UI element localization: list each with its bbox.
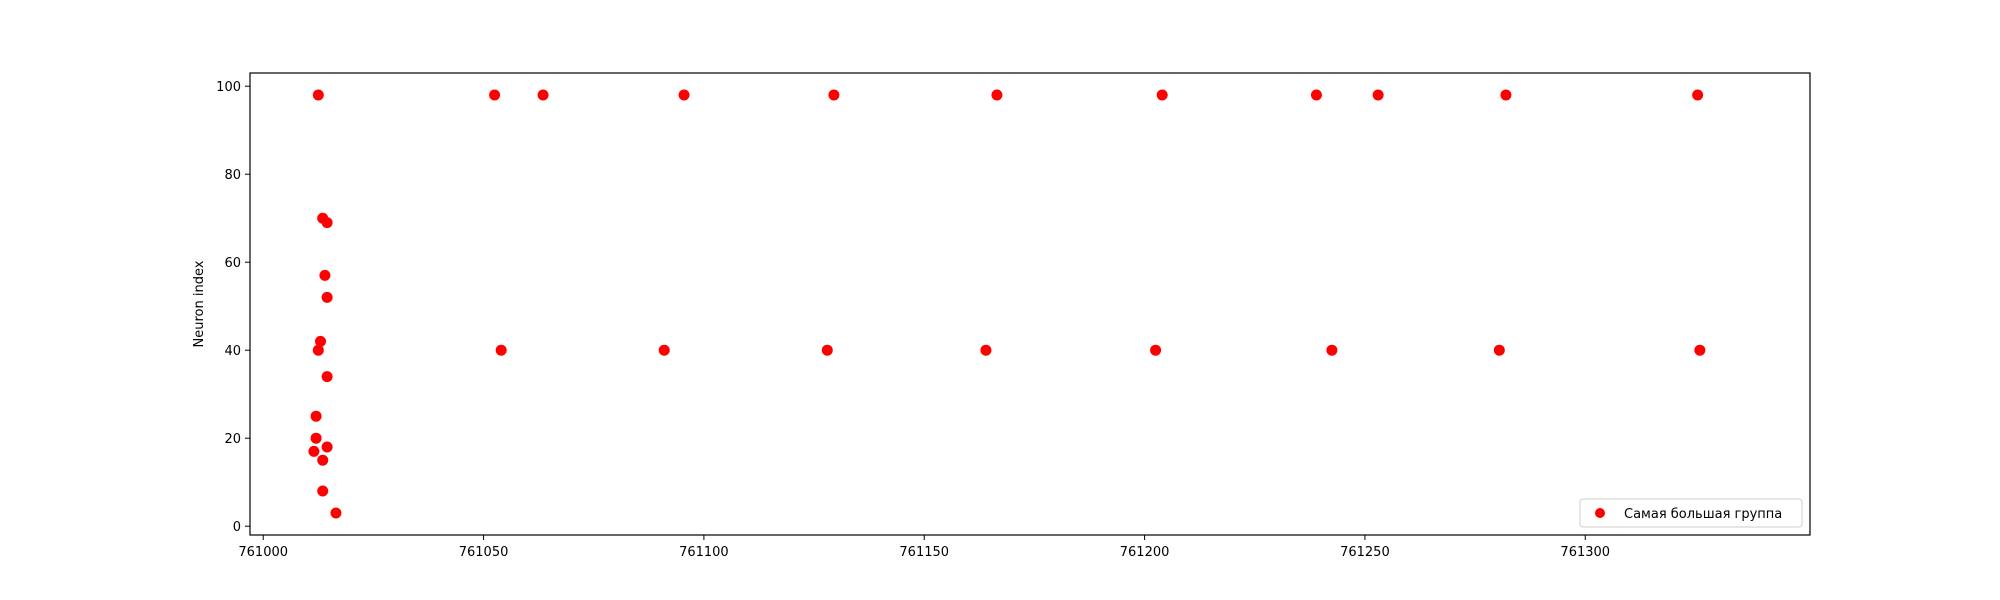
scatter-point	[312, 89, 324, 101]
scatter-point	[1156, 89, 1168, 101]
scatter-point	[1692, 89, 1704, 101]
legend-label: Самая большая группа	[1624, 507, 1782, 522]
scatter-point	[317, 454, 329, 466]
x-tick-label: 761150	[899, 545, 949, 560]
x-tick-label: 761250	[1340, 545, 1390, 560]
scatter-point	[330, 507, 342, 519]
scatter-point	[991, 89, 1003, 101]
legend: Самая большая группа	[1579, 498, 1803, 528]
y-axis-ticks: 0 20 40 60 80 100	[216, 80, 250, 535]
y-tick-label: 0	[233, 520, 241, 535]
y-tick-label: 20	[224, 432, 241, 447]
scatter-point	[658, 344, 670, 356]
scatter-point	[980, 344, 992, 356]
scatter-point	[321, 441, 333, 453]
scatter-point	[1310, 89, 1322, 101]
scatter-point	[828, 89, 840, 101]
scatter-point	[495, 344, 507, 356]
scatter-point	[321, 217, 333, 229]
x-tick-label: 761050	[459, 545, 509, 560]
scatter-point	[678, 89, 690, 101]
x-tick-label: 761000	[238, 545, 288, 560]
scatter-point	[317, 485, 329, 497]
scatter-point	[1493, 344, 1505, 356]
scatter-point	[537, 89, 549, 101]
scatter-point	[312, 344, 324, 356]
scatter-point	[321, 371, 333, 383]
scatter-point	[1694, 344, 1706, 356]
scatter-point	[310, 410, 322, 422]
scatter-point	[308, 445, 320, 457]
y-tick-label: 100	[216, 80, 241, 95]
scatter-point	[1150, 344, 1162, 356]
scatter-points	[308, 89, 1706, 519]
legend-marker	[1595, 508, 1605, 518]
scatter-point	[310, 432, 322, 444]
scatter-point	[321, 291, 333, 303]
y-tick-label: 40	[224, 344, 241, 359]
scatter-point	[1372, 89, 1384, 101]
x-tick-label: 761100	[679, 545, 729, 560]
scatter-point	[821, 344, 833, 356]
scatter-point	[489, 89, 501, 101]
scatter-point	[1326, 344, 1338, 356]
scatter-point	[1500, 89, 1512, 101]
y-axis-label: Neuron index	[192, 260, 207, 347]
legend-box	[1579, 498, 1803, 528]
y-tick-label: 80	[224, 168, 241, 183]
plot-frame	[249, 72, 1811, 536]
x-tick-label: 761300	[1560, 545, 1610, 560]
scatter-point	[315, 335, 327, 347]
x-tick-label: 761200	[1120, 545, 1170, 560]
x-axis-ticks: 761000 761050 761100 761150 761200 761250 7613…	[238, 535, 1610, 560]
y-tick-label: 60	[224, 256, 241, 271]
scatter-point	[319, 269, 331, 281]
